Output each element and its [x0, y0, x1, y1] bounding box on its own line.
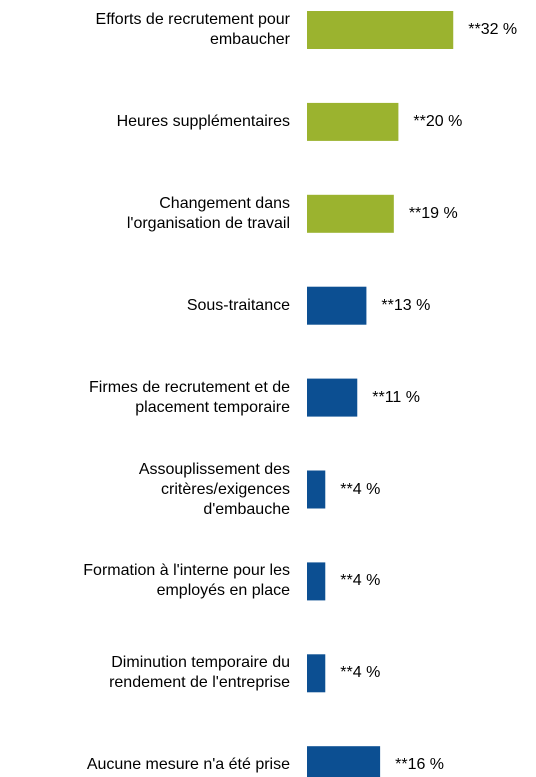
category-label: Efforts de recrutement pour embaucher [95, 11, 290, 48]
bar [307, 470, 326, 509]
value-label: **20 % [413, 112, 463, 130]
value-label: **19 % [408, 204, 458, 222]
value-label: **16 % [395, 756, 445, 774]
bar [307, 286, 367, 325]
value-label: **4 % [340, 572, 381, 590]
bar [307, 102, 399, 141]
value-label: **32 % [468, 21, 518, 38]
bar [307, 562, 326, 601]
category-label: Firmes de recrutement et de placement te… [89, 378, 290, 416]
bar [307, 378, 358, 417]
value-label: **4 % [340, 480, 381, 498]
value-label: **4 % [340, 664, 381, 682]
value-label: **11 % [372, 388, 420, 406]
category-label: Aucune mesure n'a été prise [86, 756, 290, 774]
bar [307, 194, 394, 233]
bar [307, 11, 454, 49]
bar [307, 746, 381, 777]
category-label: Sous-traitance [186, 296, 290, 314]
bar [307, 654, 326, 693]
category-label: Formation à l'interne pour les employés … [83, 562, 290, 600]
category-label: Assouplissement des critères/exigences d… [138, 460, 290, 518]
category-label: Diminution temporaire du rendement de l'… [109, 654, 290, 692]
category-label: Changement dans l'organisation de travai… [126, 194, 290, 232]
category-label: Heures supplémentaires [116, 112, 290, 130]
value-label: **13 % [381, 296, 431, 314]
